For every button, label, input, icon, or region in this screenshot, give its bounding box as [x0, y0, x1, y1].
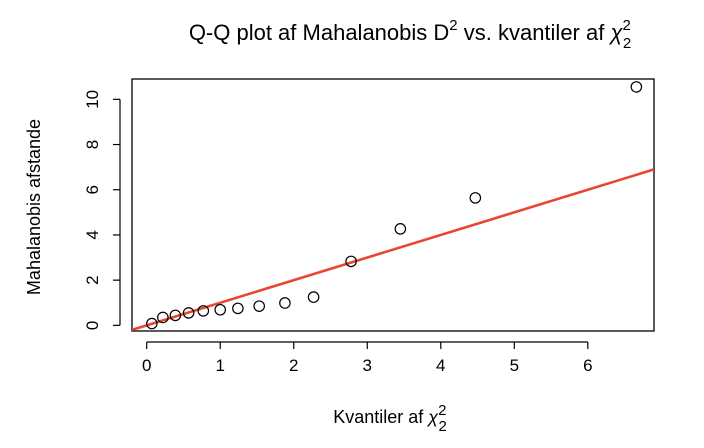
y-axis-title: Mahalanobis afstande — [24, 119, 44, 295]
x-tick-label: 3 — [363, 356, 372, 375]
title-chi-symbol: χ — [608, 20, 623, 45]
reference-line-layer — [132, 168, 654, 331]
x-tick-label: 5 — [510, 356, 519, 375]
x-tick-label: 6 — [583, 356, 592, 375]
x-tick-label: 1 — [215, 356, 224, 375]
data-point — [169, 309, 182, 322]
data-point — [394, 223, 407, 235]
data-point — [214, 303, 227, 316]
chart-title: Q-Q plot af Mahalanobis D2 vs. kvantiler… — [189, 17, 631, 52]
x-tick-label: 4 — [436, 356, 445, 375]
y-tick-label: 10 — [83, 90, 102, 109]
title-chi-sup: 2 — [622, 17, 630, 34]
data-point — [469, 192, 482, 204]
y-tick-label: 4 — [83, 230, 102, 239]
title-prefix: Q-Q plot af Mahalanobis D — [189, 20, 449, 45]
data-point — [232, 302, 244, 315]
reference-line — [132, 168, 654, 331]
data-point — [345, 255, 357, 268]
y-axis: 0 2 4 6 8 10 — [83, 90, 121, 330]
y-tick-label: 8 — [83, 140, 102, 149]
data-point — [182, 307, 195, 319]
data-point — [146, 317, 158, 330]
x-axis-chi-sup: 2 — [438, 402, 446, 419]
y-tick-label: 0 — [83, 321, 102, 330]
data-point — [279, 297, 291, 309]
title-prefix-sup: 2 — [449, 17, 457, 34]
data-point — [630, 81, 643, 93]
x-tick-label: 0 — [142, 356, 151, 375]
data-point — [197, 305, 210, 317]
data-point — [253, 300, 265, 312]
data-point — [307, 291, 320, 303]
x-axis-title: Kvantiler af χ2 2 — [333, 402, 447, 435]
x-axis-chi-symbol: χ — [426, 407, 439, 427]
y-tick-label: 2 — [83, 275, 102, 284]
plot-frame — [131, 78, 655, 332]
x-tick-label: 2 — [289, 356, 298, 375]
title-chi-sub: 2 — [623, 35, 631, 52]
y-tick-label: 6 — [83, 185, 102, 194]
title-suffix: vs. kvantiler af — [458, 20, 611, 45]
points-layer — [146, 81, 643, 330]
x-axis-chi-sub: 2 — [438, 418, 446, 435]
data-point — [157, 311, 169, 324]
x-axis-title-text: Kvantiler af — [333, 407, 428, 427]
x-axis: 0 1 2 3 4 5 6 — [142, 341, 593, 375]
